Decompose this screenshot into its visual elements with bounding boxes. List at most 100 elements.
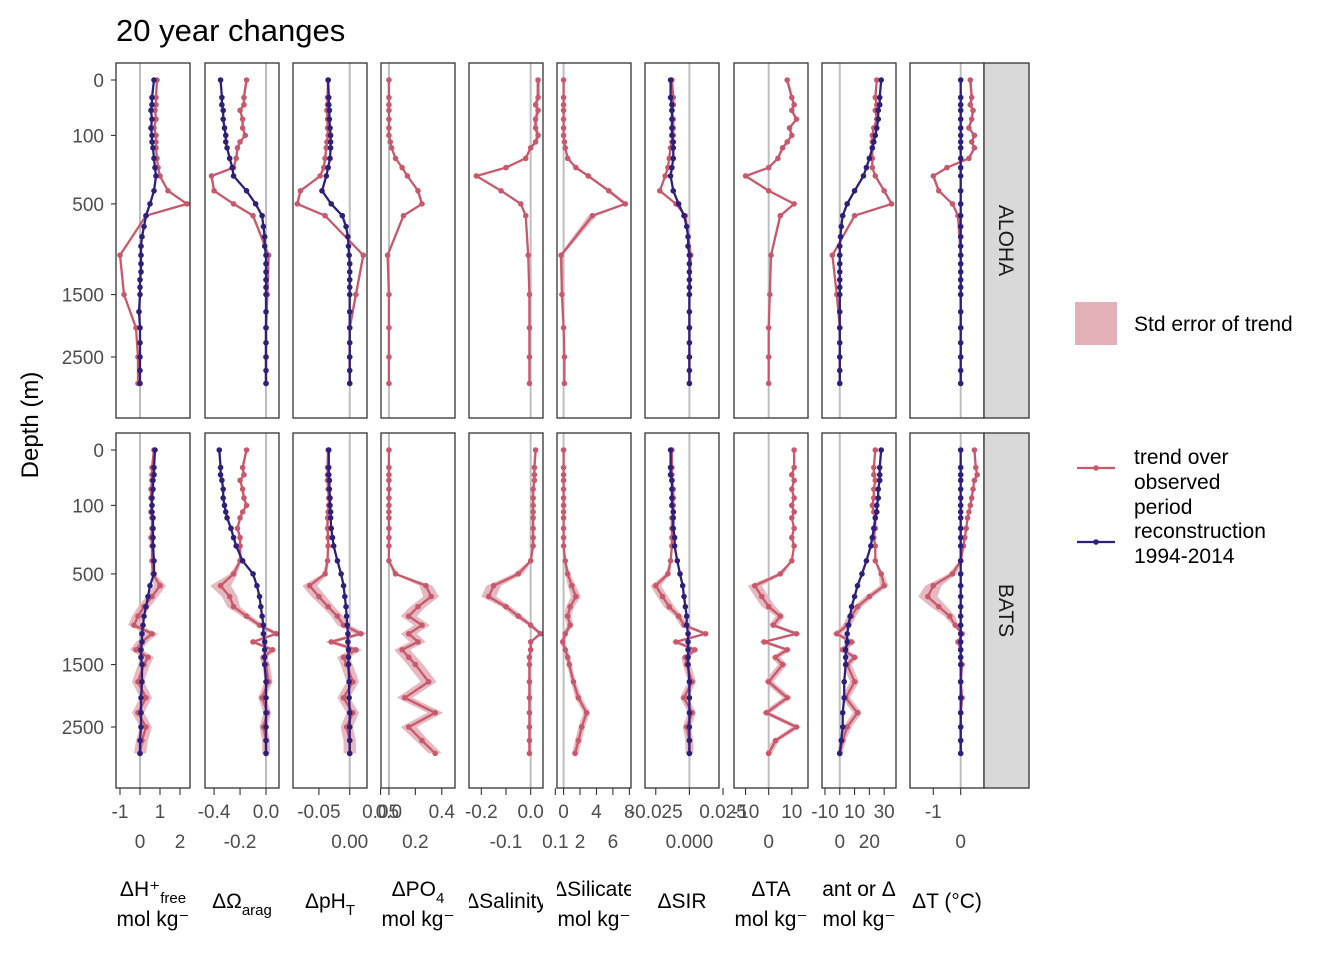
trend-point: [793, 116, 800, 122]
panel-border: [292, 432, 368, 789]
reconstruction-point: [957, 639, 964, 645]
trend-point: [578, 724, 585, 730]
reconstruction-point: [842, 661, 849, 668]
panel-data: [294, 77, 367, 387]
trend-point: [325, 534, 331, 541]
trend-point: [971, 145, 978, 151]
x-tick-label: 0: [834, 832, 845, 853]
reconstruction-point: [669, 132, 675, 139]
strip-label: BATS: [994, 584, 1017, 637]
reconstruction-point: [670, 509, 677, 515]
trend-point: [526, 750, 533, 757]
reconstruction-point: [151, 188, 157, 194]
trend-point: [789, 486, 795, 492]
legend-trend-label: trend over observed period: [1134, 446, 1229, 519]
reconstruction-point: [263, 724, 269, 730]
reconstruction-point: [137, 284, 143, 291]
trend-point: [386, 324, 392, 331]
trend-point: [666, 155, 673, 162]
reconstruction-point: [957, 694, 964, 701]
trend-point: [153, 101, 159, 108]
trend-point: [530, 502, 536, 509]
reconstruction-point: [263, 709, 269, 716]
reconstruction-point: [844, 639, 850, 645]
reconstruction-point: [957, 534, 964, 541]
trend-point: [386, 354, 392, 360]
reconstruction-point: [220, 486, 226, 492]
reconstruction-point: [671, 534, 678, 541]
x-title-text: ΔPO4: [392, 878, 445, 907]
facet-panels: [115, 62, 985, 789]
reconstruction-point: [136, 308, 142, 315]
trend-point: [234, 145, 241, 151]
trend-point: [243, 613, 250, 619]
trend-point: [560, 116, 567, 122]
trend-point: [386, 116, 392, 122]
reconstruction-point: [139, 630, 145, 637]
x-title-sil: ΔSilicate mol kg⁻: [557, 878, 631, 931]
x-title-main: ΔPO: [392, 878, 436, 901]
trend-point: [935, 603, 942, 610]
trend-point: [530, 486, 536, 492]
reconstruction-point: [149, 502, 155, 509]
reconstruction-point: [859, 571, 865, 577]
trend-point: [967, 502, 974, 509]
x-tick-label: 0.000: [666, 832, 714, 853]
x-tick-label: 0.1: [542, 832, 568, 853]
reconstruction-point: [876, 471, 883, 478]
trend-point: [572, 750, 578, 757]
trend-point: [243, 502, 250, 509]
trend-point: [239, 464, 246, 471]
x-axis-omega: -0.4 0.0 -0.2: [198, 788, 279, 853]
reconstruction-point: [839, 724, 846, 730]
trend-point: [386, 77, 392, 83]
trend-point: [425, 678, 432, 685]
reconstruction-point: [677, 571, 683, 577]
reconstruction-point: [878, 447, 884, 453]
trend-point: [561, 139, 568, 145]
trend-point: [526, 737, 533, 744]
panel-border: [204, 62, 280, 419]
reconstruction-point: [150, 534, 156, 541]
reconstruction-point: [261, 233, 268, 240]
reconstruction-point: [149, 101, 155, 108]
x-title-text: ant or Δ: [822, 878, 896, 901]
panel-data: [559, 447, 590, 757]
reconstruction-point: [851, 593, 858, 600]
reconstruction-point: [229, 164, 236, 171]
reconstruction-point: [228, 525, 234, 532]
reconstruction-point: [326, 116, 333, 122]
trend-point: [789, 534, 795, 541]
trend-point: [419, 201, 425, 207]
reconstruction-point: [260, 223, 267, 230]
trend-line: [386, 80, 424, 384]
trend-point: [971, 447, 978, 453]
reconstruction-point: [957, 471, 964, 478]
trend-point: [964, 515, 971, 521]
panel-data: [128, 447, 166, 757]
std-error-band: [918, 450, 978, 754]
reconstruction-point: [872, 515, 879, 521]
x-tick-label: 0.00: [331, 832, 368, 853]
reconstruction-point: [839, 709, 846, 716]
trend-point: [324, 558, 331, 564]
trend-point: [532, 101, 539, 108]
reconstruction-point: [151, 558, 157, 564]
chart-title: 20 year changes: [116, 13, 345, 48]
x-title-text: ΔΩarag: [212, 890, 272, 919]
panel-border: [115, 432, 191, 789]
reconstruction-point: [138, 243, 144, 249]
trend-point: [384, 252, 391, 258]
trend-point: [386, 101, 392, 108]
reconstruction-point: [138, 694, 144, 701]
trend-point: [518, 201, 524, 207]
reconstruction-point: [686, 367, 693, 374]
reconstruction-point: [149, 139, 155, 145]
reconstruction-point: [685, 639, 691, 645]
reconstruction-point: [346, 308, 353, 315]
reconstruction-point: [836, 252, 843, 258]
trend-point: [386, 525, 392, 532]
reconstruction-point: [957, 525, 964, 532]
trend-point: [503, 164, 509, 171]
y-tick-label: 100: [72, 126, 104, 147]
